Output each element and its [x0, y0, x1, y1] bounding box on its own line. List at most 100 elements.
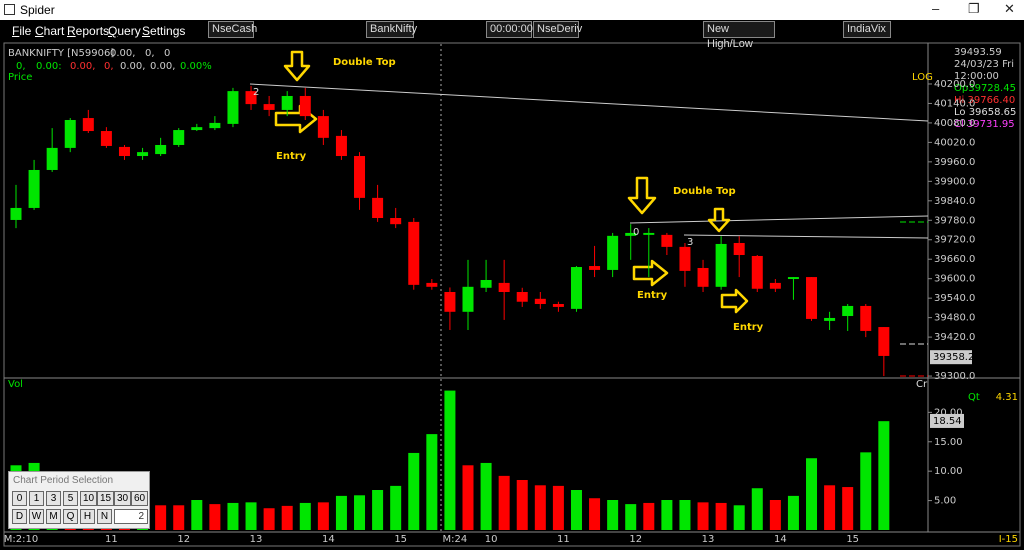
toolbar-button[interactable]: 00:00:00	[486, 21, 533, 38]
volume-bar	[263, 508, 275, 530]
last-volume-box	[930, 413, 964, 428]
info-date: 24/03/23 Fri	[954, 59, 1014, 70]
header-value: 0.00:	[36, 61, 62, 72]
candle-body	[860, 305, 872, 331]
period-button[interactable]: 15	[97, 491, 114, 506]
period-button[interactable]: D	[12, 509, 27, 524]
candle-body	[679, 246, 691, 271]
minimize-button[interactable]: –	[932, 1, 940, 16]
volume-bar	[408, 452, 420, 530]
menu-item[interactable]: Settings	[142, 24, 186, 38]
header-value: 0.00,	[70, 61, 95, 72]
y-tick-label: 39960.0	[934, 157, 975, 168]
info-low: Lo 39658.65	[954, 107, 1016, 118]
candle-body	[281, 95, 293, 110]
volume-bar	[842, 487, 854, 530]
volume-bar	[661, 500, 673, 530]
arrow-down	[283, 50, 311, 82]
candle-body	[751, 255, 763, 289]
period-button[interactable]: 5	[63, 491, 78, 506]
candle-body	[697, 267, 709, 287]
last-volume-label: 18.54	[933, 416, 962, 427]
candle-body	[498, 282, 510, 292]
period-button[interactable]: M	[46, 509, 61, 524]
x-tick-label: 15	[846, 534, 859, 545]
trend-line	[629, 215, 929, 224]
candle-body	[299, 95, 311, 117]
candle-body	[625, 232, 637, 236]
period-button[interactable]: 60	[131, 491, 148, 506]
candle-body	[227, 91, 239, 124]
candle-body	[462, 286, 474, 312]
candle-body	[806, 277, 818, 319]
candle-body	[426, 282, 438, 287]
candle-body	[589, 266, 601, 270]
period-button[interactable]: 1	[29, 491, 44, 506]
last-price-label: 39358.2	[933, 352, 974, 363]
period-button[interactable]: W	[29, 509, 44, 524]
candle-body	[444, 291, 456, 312]
period-button[interactable]: 3	[46, 491, 61, 506]
menu-item[interactable]: File	[12, 24, 32, 38]
y-tick-label: 39300.0	[934, 371, 975, 382]
arrow-right	[720, 288, 749, 314]
candle-body	[263, 104, 275, 110]
annotation: Double Top	[673, 186, 736, 197]
volume-bar	[426, 434, 438, 530]
candle-body	[824, 317, 836, 321]
info-open: Op39728.45	[954, 83, 1016, 94]
candle-body	[82, 118, 94, 132]
period-input[interactable]: 2	[114, 509, 148, 524]
toolbar-button[interactable]: BankNifty	[366, 21, 417, 38]
volume-bar	[552, 485, 564, 530]
y-tick-label: 40020.0	[934, 137, 975, 148]
volume-bar	[787, 495, 799, 530]
y-tick-label: 15.00	[934, 437, 963, 448]
period-title: Chart Period Selection	[13, 475, 114, 486]
period-button[interactable]: N	[97, 509, 112, 524]
toolbar-button[interactable]: NseCash	[208, 21, 257, 38]
menu-item[interactable]: Reports	[67, 24, 110, 38]
x-tick-label: 13	[702, 534, 715, 545]
header-value: 0.00%	[180, 61, 212, 72]
y-tick-label: 20.00	[934, 407, 963, 418]
volume-bar	[372, 490, 384, 530]
x-tick-label: M:2:10	[4, 534, 38, 545]
candle-body	[28, 169, 40, 208]
candle-body	[787, 277, 799, 280]
volume-bar	[715, 502, 727, 530]
y-tick-label: 39540.0	[934, 293, 975, 304]
period-button[interactable]: 0	[12, 491, 27, 506]
close-button[interactable]: ✕	[1004, 1, 1015, 16]
volume-bar	[245, 502, 257, 530]
menu-item[interactable]: Query	[108, 24, 141, 38]
arrow-down	[627, 176, 657, 215]
arrow-right	[632, 259, 669, 287]
pattern-marker: 2	[253, 87, 259, 98]
volume-bar	[390, 485, 402, 530]
period-button[interactable]: H	[80, 509, 95, 524]
volume-bar	[806, 458, 818, 530]
window-title: Spider	[20, 3, 55, 17]
volume-bar	[480, 462, 492, 530]
period-button[interactable]: 10	[80, 491, 97, 506]
toolbar-button[interactable]: IndiaVix	[843, 21, 891, 38]
x-tick-label: 12	[629, 534, 642, 545]
candle-body	[209, 122, 221, 129]
volume-bar	[860, 452, 872, 530]
symbol: BANKNIFTY [N59906]	[8, 48, 114, 59]
volume-bar	[679, 500, 691, 530]
candle-body	[173, 130, 185, 145]
period-button[interactable]: 30	[114, 491, 131, 506]
volume-bar	[444, 390, 456, 530]
toolbar-button[interactable]: NseDeriv	[533, 21, 582, 38]
menu-item[interactable]: Chart	[35, 24, 65, 38]
maximize-button[interactable]: ❐	[968, 1, 980, 16]
volume-bar	[299, 502, 311, 530]
period-button[interactable]: Q	[63, 509, 78, 524]
volume-bar	[643, 502, 655, 530]
candle-body	[191, 127, 203, 131]
y-tick-label: 39840.0	[934, 196, 975, 207]
toolbar-button[interactable]: New High/Low	[703, 21, 775, 50]
